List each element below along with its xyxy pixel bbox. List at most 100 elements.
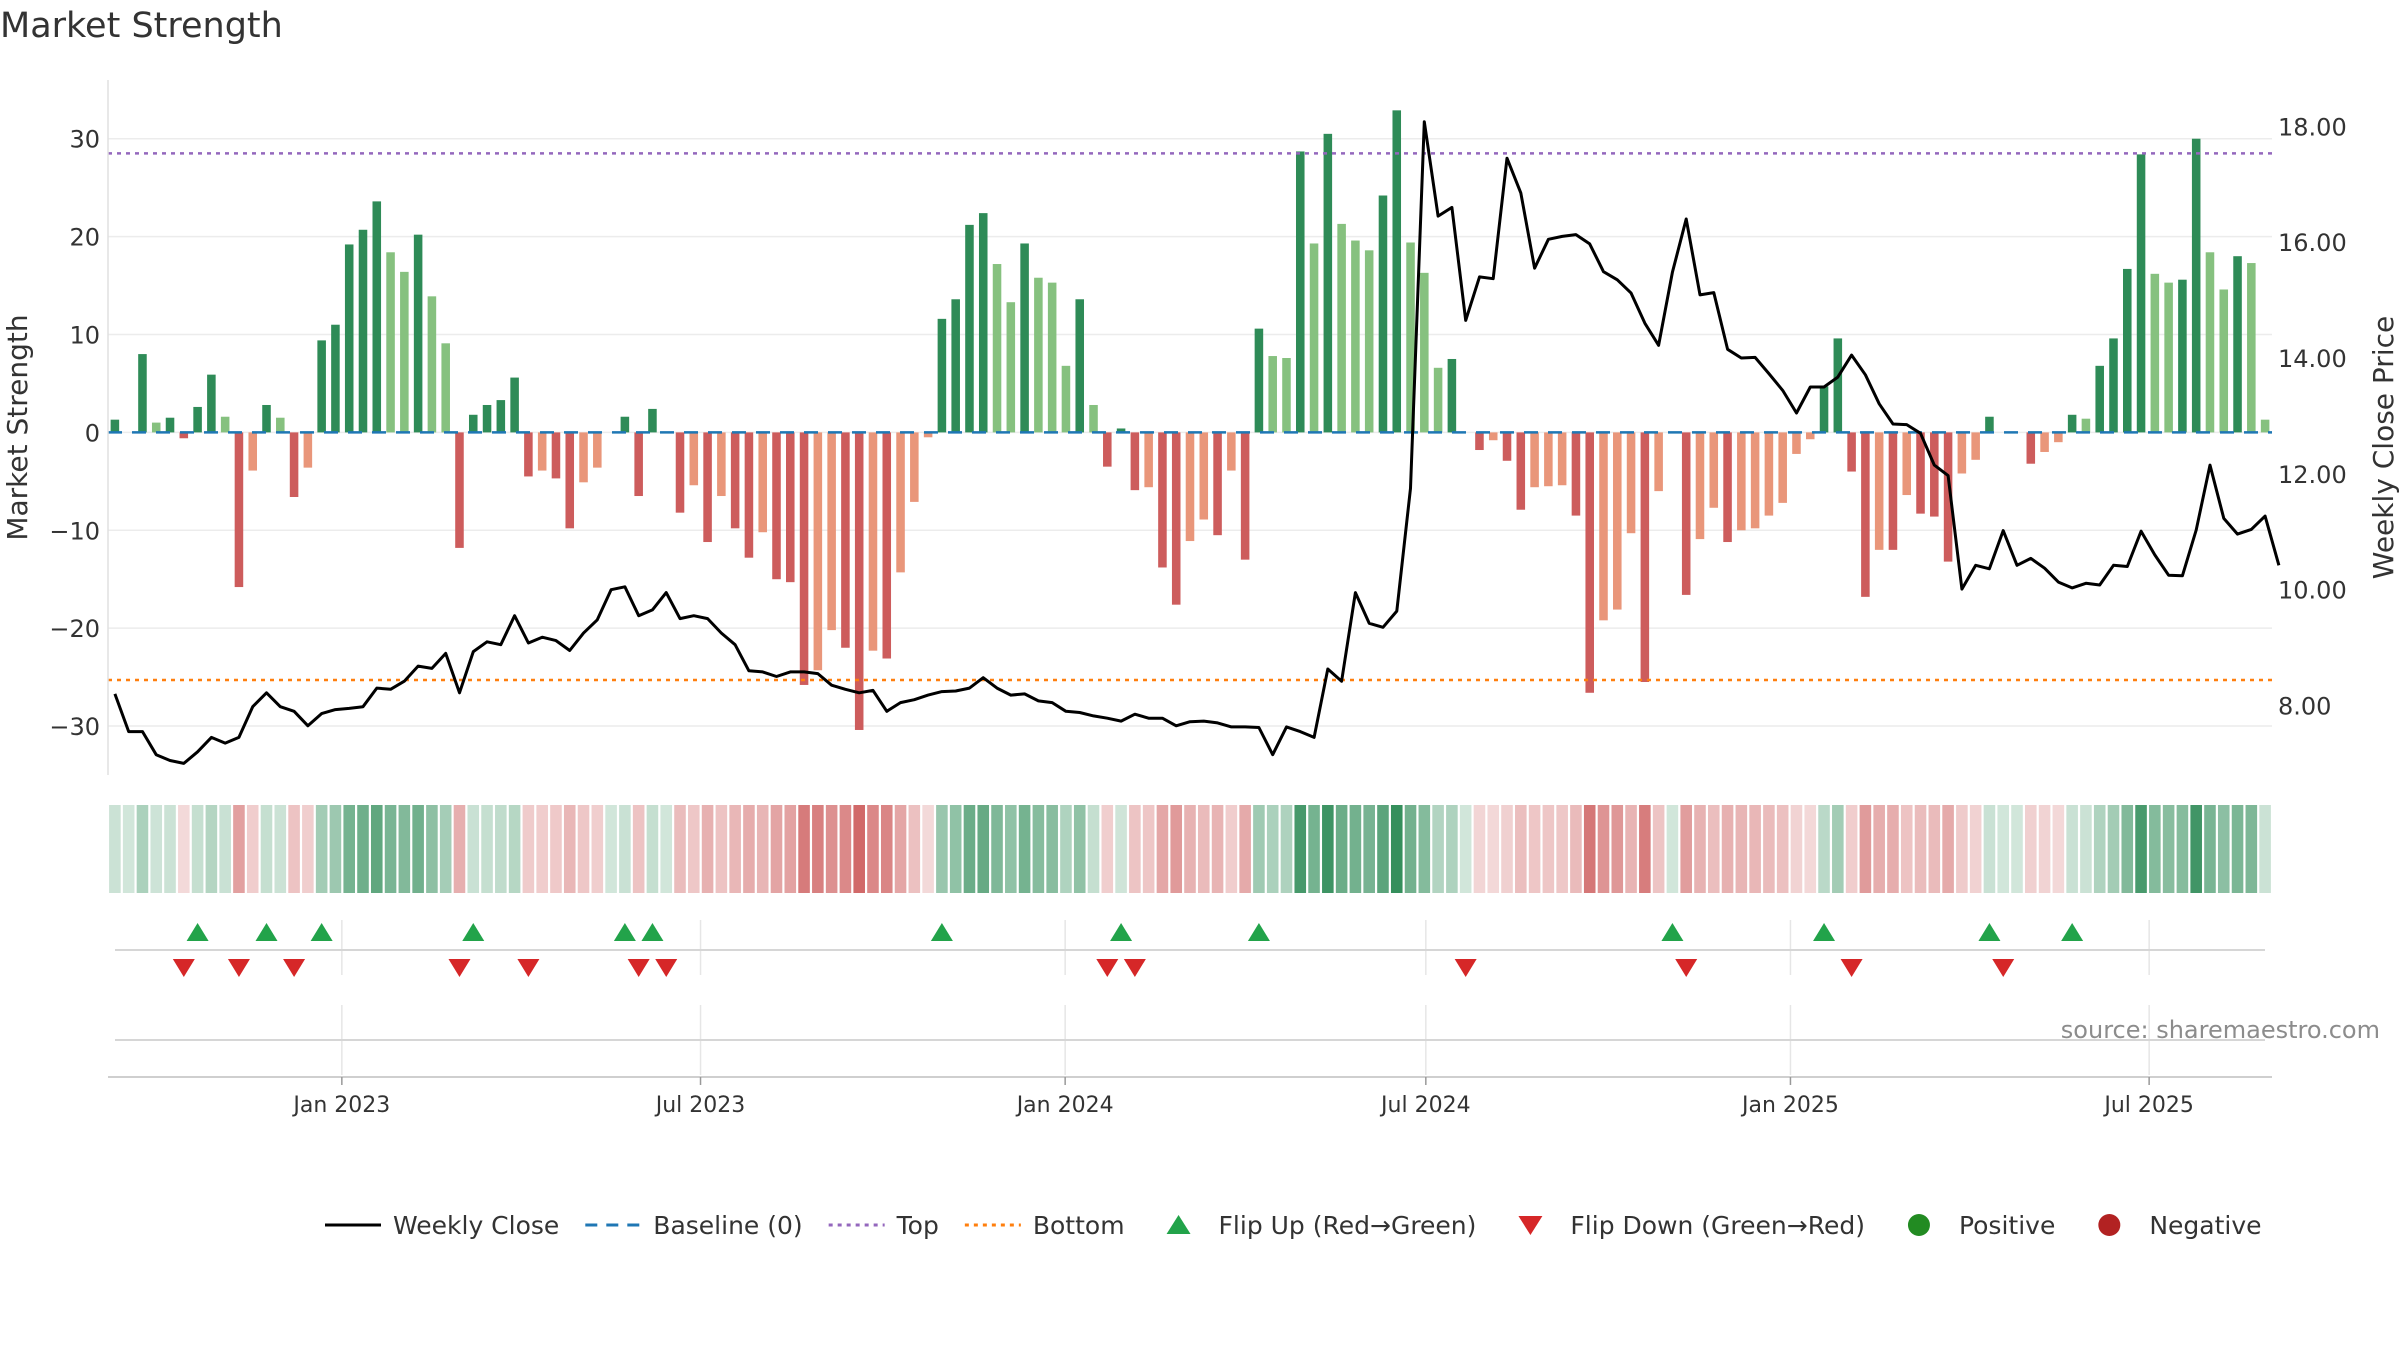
strength-bar bbox=[703, 432, 712, 543]
strength-bar bbox=[1874, 432, 1884, 550]
heat-cell bbox=[412, 805, 424, 893]
strength-bar bbox=[1819, 386, 1829, 433]
strength-bar bbox=[648, 408, 657, 433]
legend-swatch bbox=[1907, 1214, 1930, 1236]
legend-label: Flip Down (Green→Red) bbox=[1570, 1211, 1865, 1240]
strength-bar bbox=[1254, 328, 1264, 433]
flip-down-marker bbox=[1454, 959, 1477, 977]
flip-up-marker bbox=[1110, 923, 1133, 941]
strength-bar bbox=[675, 432, 685, 513]
heat-cell bbox=[1060, 805, 1072, 893]
flip-down-marker bbox=[517, 959, 540, 977]
strength-bar bbox=[1420, 272, 1429, 433]
legend-item: Baseline (0) bbox=[585, 1211, 803, 1240]
strength-bar bbox=[2054, 432, 2063, 443]
strength-bar bbox=[1502, 432, 1512, 461]
heat-cell bbox=[756, 805, 769, 893]
strength-bar bbox=[1805, 432, 1815, 440]
heat-cell bbox=[1487, 805, 1500, 893]
heat-cell bbox=[715, 805, 728, 893]
strength-bar bbox=[744, 432, 754, 558]
strength-bar bbox=[1171, 432, 1181, 605]
heat-cell bbox=[315, 805, 328, 893]
heat-cell bbox=[577, 805, 590, 893]
heat-cell bbox=[1446, 805, 1458, 893]
strength-bar bbox=[1764, 432, 1774, 516]
heat-cell bbox=[1721, 805, 1734, 893]
flip-down-marker bbox=[627, 959, 650, 977]
strength-bar bbox=[1047, 282, 1057, 433]
heat-cell bbox=[1129, 805, 1141, 893]
strength-bar bbox=[165, 417, 175, 433]
flip-up-marker bbox=[1813, 923, 1836, 941]
heat-cell bbox=[1749, 805, 1761, 893]
heat-cell bbox=[343, 805, 355, 893]
heat-cell bbox=[1763, 805, 1775, 893]
strength-bar bbox=[1227, 432, 1236, 471]
strength-bar bbox=[413, 234, 423, 433]
strength-bar bbox=[1695, 432, 1705, 540]
flip-down-marker bbox=[1123, 959, 1146, 977]
strength-bar bbox=[854, 432, 864, 730]
strength-bar bbox=[2136, 154, 2146, 433]
strength-bar bbox=[1544, 432, 1553, 487]
heat-cell bbox=[646, 805, 659, 893]
legend-item: Bottom bbox=[964, 1211, 1125, 1240]
heat-cell bbox=[2149, 805, 2161, 893]
heat-cell bbox=[1611, 805, 1624, 893]
strength-bar bbox=[1557, 432, 1567, 486]
heat-cell bbox=[1005, 805, 1017, 893]
y-tick-label: 30 bbox=[69, 126, 100, 154]
strength-bar bbox=[234, 432, 244, 588]
strength-bar bbox=[1475, 432, 1484, 451]
legend-item: Top bbox=[828, 1211, 939, 1240]
legend-label: Bottom bbox=[1033, 1211, 1125, 1240]
heat-cell bbox=[1818, 805, 1830, 893]
strength-bar bbox=[262, 404, 271, 433]
strength-bar bbox=[1847, 432, 1856, 472]
strength-bar bbox=[827, 432, 836, 631]
strength-bar bbox=[1185, 432, 1195, 542]
heat-cell bbox=[164, 805, 176, 893]
legend-swatch bbox=[2098, 1214, 2121, 1236]
heat-cell bbox=[1501, 805, 1513, 893]
strength-bar bbox=[1654, 432, 1663, 492]
heat-cell bbox=[1253, 805, 1265, 893]
heat-cell bbox=[1666, 805, 1679, 893]
strength-bar bbox=[276, 417, 285, 433]
heat-cell bbox=[1956, 805, 1968, 893]
strength-bar bbox=[1351, 240, 1360, 433]
strength-bar bbox=[841, 432, 850, 648]
x-tick-label: Jul 2023 bbox=[654, 1093, 746, 1118]
strength-bar bbox=[496, 400, 506, 433]
strength-bar bbox=[400, 271, 409, 433]
heat-cell bbox=[1390, 805, 1403, 893]
y-tick-label: −30 bbox=[49, 713, 100, 741]
heat-cell bbox=[839, 805, 852, 893]
heat-cell bbox=[1432, 805, 1444, 893]
heat-cell bbox=[1845, 805, 1858, 893]
heat-cell bbox=[619, 805, 631, 893]
heat-cell bbox=[1776, 805, 1789, 893]
heat-cell bbox=[274, 805, 287, 893]
axes: 30 20 10 0 −10 −20 −30 18.00 16.00 14.00 12.00 10.0… bbox=[1, 80, 2400, 1118]
heat-cell bbox=[2080, 805, 2092, 893]
strength-bar bbox=[2164, 282, 2173, 433]
heat-cell bbox=[798, 805, 810, 893]
flip-up-marker bbox=[930, 923, 953, 941]
heat-cell bbox=[1694, 805, 1706, 893]
strength-bar bbox=[2095, 365, 2104, 433]
strength-bar bbox=[772, 432, 781, 580]
strength-bar bbox=[1309, 243, 1319, 433]
heat-cell bbox=[122, 805, 135, 893]
strength-bar bbox=[1750, 432, 1760, 529]
heat-cell bbox=[1418, 805, 1431, 893]
x-tick-label: Jan 2025 bbox=[1740, 1093, 1839, 1118]
strength-bars bbox=[110, 110, 2270, 730]
strength-bar bbox=[524, 432, 533, 477]
strength-bar bbox=[1833, 338, 1843, 433]
strength-bar bbox=[1971, 432, 1980, 460]
strength-bar bbox=[1378, 195, 1388, 433]
y-tick-label: 10 bbox=[69, 322, 100, 350]
strength-bar bbox=[1447, 358, 1457, 433]
